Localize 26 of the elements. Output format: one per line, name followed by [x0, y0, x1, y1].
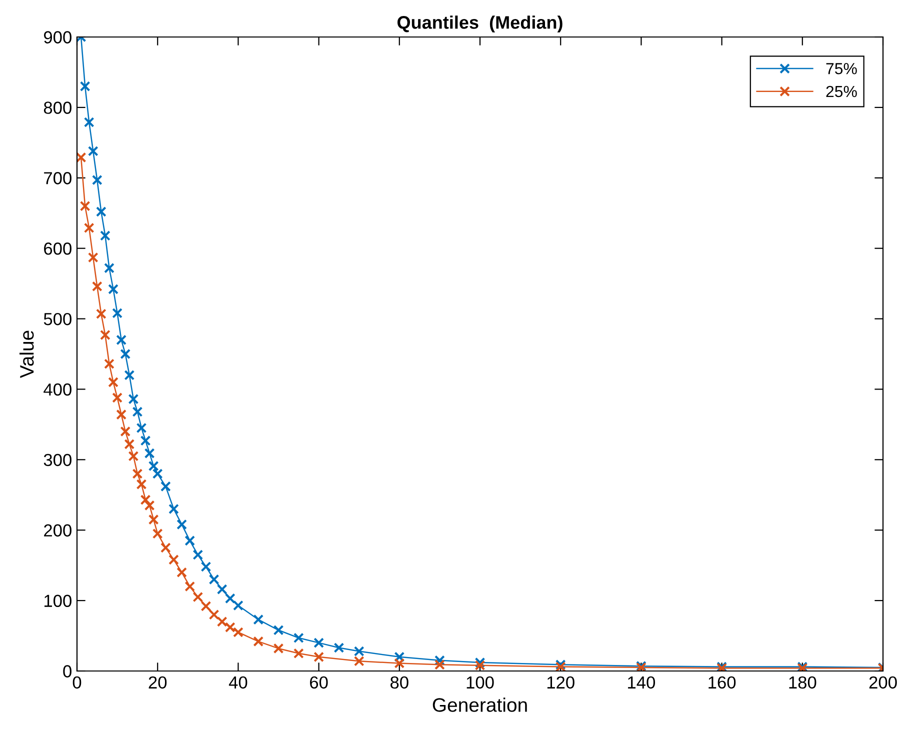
y-tick-label: 100	[44, 594, 72, 608]
x-tick-label: 60	[310, 676, 328, 689]
y-tick-label: 800	[44, 102, 72, 114]
x-tick-label: 120	[547, 676, 574, 689]
x-tick-label: 80	[390, 676, 408, 689]
y-tick-label: 300	[44, 454, 72, 466]
y-tick-label: 500	[44, 312, 72, 326]
x-axis-title: Generation	[432, 698, 527, 712]
x-tick-label: 180	[789, 676, 816, 689]
x-tick-label: 160	[708, 676, 736, 689]
x-tick-label: 140	[628, 676, 656, 689]
legend-label: 25%	[826, 86, 857, 98]
y-tick-label: 900	[44, 31, 72, 44]
x-tick-label: 20	[148, 676, 167, 689]
x-tick-label: 40	[228, 676, 248, 689]
y-tick-label: 700	[44, 172, 72, 184]
y-tick-label: 0	[63, 665, 72, 678]
x-tick-label: 100	[466, 676, 494, 689]
y-tick-label: 600	[44, 242, 72, 255]
chart-title: Quantiles (Median)	[397, 16, 562, 32]
legend-label: 75%	[826, 63, 857, 74]
x-tick-label: 0	[72, 676, 82, 689]
x-tick-label: 200	[869, 676, 897, 689]
y-tick-label: 400	[44, 383, 72, 396]
y-axis-title: Value	[19, 330, 34, 378]
y-tick-label: 200	[44, 524, 72, 537]
